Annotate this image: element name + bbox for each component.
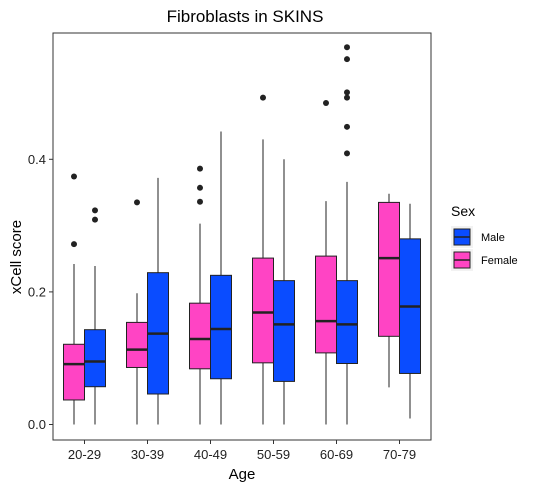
box-male-30-39 (147, 177, 169, 425)
box-female-60-69 (315, 99, 337, 425)
x-tick-label: 50-59 (257, 447, 290, 462)
x-tick-label: 20-29 (68, 447, 101, 462)
box-body (336, 280, 358, 365)
y-tick-label: 0.2 (28, 284, 46, 299)
outlier-point (71, 173, 77, 180)
outlier-point (344, 89, 350, 96)
outlier-point (344, 44, 350, 51)
box-body (84, 329, 106, 388)
box-series-layer (63, 44, 421, 425)
outlier-point (344, 94, 350, 101)
x-tick-label: 70-79 (383, 447, 416, 462)
y-tick-label: 0.0 (28, 417, 46, 432)
x-tick-label: 40-49 (194, 447, 227, 462)
y-axis-title: xCell score (8, 220, 25, 294)
x-axis-title: Age (229, 466, 256, 483)
box-body (189, 302, 211, 370)
y-tick-label: 0.4 (28, 152, 46, 167)
box-male-40-49 (210, 131, 232, 425)
box-body (126, 321, 148, 368)
legend-label-male: Male (481, 232, 505, 244)
box-male-20-29 (84, 207, 106, 425)
outlier-point (92, 216, 98, 223)
outlier-point (197, 198, 203, 205)
outlier-point (344, 150, 350, 157)
box-body (252, 257, 274, 364)
outlier-point (92, 207, 98, 214)
legend-label-female: Female (481, 255, 518, 267)
plot-panel (52, 32, 432, 441)
plot-panel-border (52, 32, 432, 441)
outlier-point (71, 241, 77, 248)
x-tick-label: 30-39 (131, 447, 164, 462)
outlier-point (323, 99, 329, 106)
outlier-point (134, 199, 140, 206)
x-axis: 20-29 30-39 40-49 50-59 60-69 70-79 (68, 440, 416, 462)
box-male-60-69 (336, 44, 358, 425)
box-body (63, 343, 85, 401)
legend: Sex Male Female (451, 203, 518, 271)
box-body (378, 201, 400, 337)
box-body (315, 255, 337, 354)
box-female-50-59 (252, 94, 274, 425)
box-body (210, 274, 232, 380)
outlier-point (197, 184, 203, 191)
chart-title: Fibroblasts in SKINS (167, 7, 324, 26)
y-axis: 0.0 0.2 0.4 (28, 152, 53, 432)
outlier-point (197, 165, 203, 172)
box-male-50-59 (273, 159, 295, 425)
x-tick-label: 60-69 (320, 447, 353, 462)
box-female-40-49 (189, 165, 211, 425)
box-body (273, 280, 295, 382)
box-male-70-79 (399, 203, 421, 419)
legend-title: Sex (451, 203, 475, 219)
box-female-20-29 (63, 173, 85, 425)
outlier-point (344, 56, 350, 63)
outlier-point (260, 94, 266, 101)
outlier-point (344, 123, 350, 130)
